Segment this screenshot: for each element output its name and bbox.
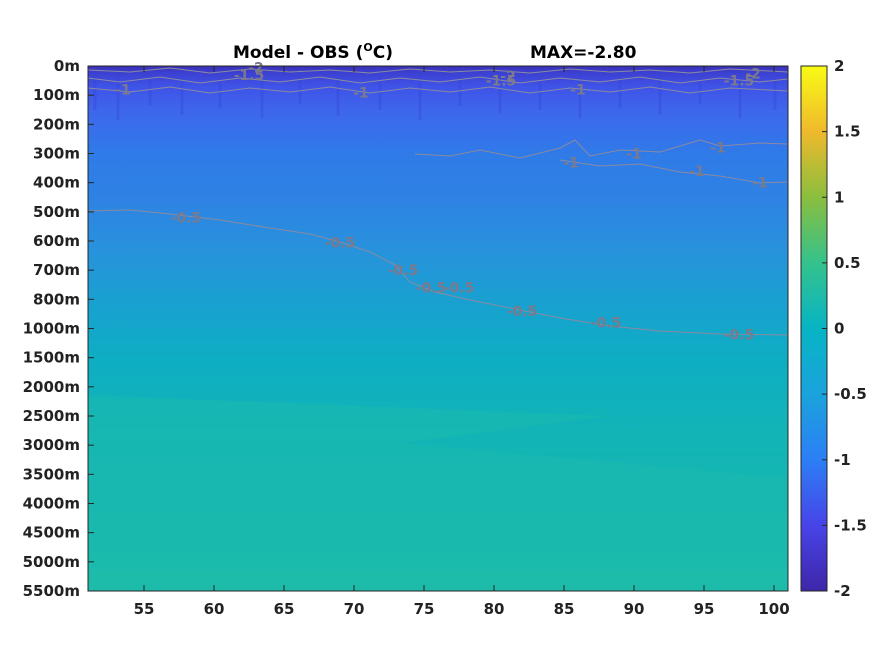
y-tick-label: 400m [33, 174, 80, 192]
contour-lines [87, 67, 789, 336]
x-tick-label: 90 [624, 600, 645, 618]
y-tick-label: 300m [33, 145, 80, 163]
y-tick-label: 700m [33, 261, 80, 279]
x-tick-label: 85 [554, 600, 575, 618]
y-tick-label: 1000m [23, 320, 80, 338]
contour-label: -1 [353, 85, 369, 101]
x-tick-label: 65 [274, 600, 295, 618]
y-tick-label: 1500m [23, 349, 80, 367]
y-tick-label: 5500m [23, 582, 80, 600]
surface-streaks [93, 70, 777, 120]
chart-max-label: MAX=-2.80 [530, 43, 637, 63]
y-axis: 0m 100m 200m 300m 400m 500m 600m 700m 800m 1000m 1… [23, 57, 94, 600]
y-tick-label: 2000m [23, 378, 80, 396]
contour-label: -0.5 [591, 316, 622, 332]
contour-label: -1 [710, 141, 726, 157]
contour-line-surface-c [87, 86, 789, 94]
x-tick-label: 80 [484, 600, 505, 618]
contour-line-minus1 [414, 139, 789, 159]
y-tick-label: 200m [33, 115, 80, 133]
contour-label: -2 [500, 69, 516, 85]
y-tick-label: 500m [33, 203, 80, 221]
colorbar-tick-label: 1.5 [834, 123, 861, 141]
contour-label: -0.5 [388, 263, 419, 279]
colorbar-tick-label: 0 [834, 320, 844, 338]
y-tick-label: 800m [33, 290, 80, 308]
y-tick-label: 4500m [23, 524, 80, 542]
x-tick-label: 70 [344, 600, 365, 618]
deep-band-region [88, 395, 788, 591]
y-tick-label: 2500m [23, 407, 80, 425]
x-tick-label: 75 [414, 600, 435, 618]
colorbar-tick-label: -2 [834, 582, 851, 600]
chart-title: Model - OBS (OC) [233, 41, 393, 63]
contour-label: -0.5 [724, 327, 755, 343]
contour-label: -0.5 [171, 211, 202, 227]
x-tick-label: 55 [134, 600, 155, 618]
plot-area: -2-1.5-1 -1-2-1.5-1-2-1.5-1-1-1-1-1-0.5-0… [87, 60, 789, 592]
contour-label: -0.5 [507, 304, 538, 320]
contour-label: -1 [563, 155, 579, 171]
x-axis: 55 60 65 70 75 80 85 90 95 100 [134, 66, 790, 618]
y-tick-label: 3000m [23, 436, 80, 454]
contour-label: -1.5 [486, 74, 517, 90]
colorbar-tick-label: 2 [834, 57, 844, 75]
x-tick-label: 60 [204, 600, 225, 618]
contour-line-surface-b [87, 76, 789, 84]
contour-label: -2 [745, 66, 761, 82]
contour-label: -0.5 [325, 235, 356, 251]
contour-label: -2 [248, 60, 264, 76]
contour-label: -1 [626, 147, 642, 163]
y-tick-label: 4000m [23, 495, 80, 513]
colorbar-ticks: 2 1.5 1 0.5 0 -0.5 -1 -1.5 -2 [822, 57, 867, 600]
contour-label: -1 [689, 164, 705, 180]
colorbar: 2 1.5 1 0.5 0 -0.5 -1 -1.5 -2 [800, 57, 867, 600]
y-tick-label: 600m [33, 232, 80, 250]
x-tick-label: 100 [758, 600, 789, 618]
contour-label: -0.5 [416, 281, 447, 297]
contour-label: -1 [752, 176, 768, 192]
y-tick-label: 100m [33, 86, 80, 104]
y-tick-label: 5000m [23, 553, 80, 571]
bottom-band-region [88, 570, 788, 591]
x-tick-label: 95 [694, 600, 715, 618]
contour-labels: -2-1.5-1 -1-2-1.5-1-2-1.5-1-1-1-1-1-0.5-0… [115, 60, 768, 343]
contour-label: -1 [570, 82, 586, 98]
colorbar-tick-label: -0.5 [834, 385, 867, 403]
colorbar-tick-label: -1 [834, 451, 851, 469]
contour-label: -1 [115, 82, 131, 98]
contour-line-minus05 [87, 209, 789, 336]
y-tick-label: 0m [54, 57, 80, 75]
colorbar-tick-label: 0.5 [834, 254, 861, 272]
colorbar-tick-label: 1 [834, 188, 844, 206]
colorbar-tick-label: -1.5 [834, 516, 867, 534]
contour-label: -1.5 [234, 68, 265, 84]
contour-label: -0.5 [444, 281, 475, 297]
contour-label: -1.5 [724, 74, 755, 90]
contour-line-surface-a [87, 67, 789, 74]
y-tick-label: 3500m [23, 465, 80, 483]
contour-line-minus1-lower [559, 159, 789, 184]
